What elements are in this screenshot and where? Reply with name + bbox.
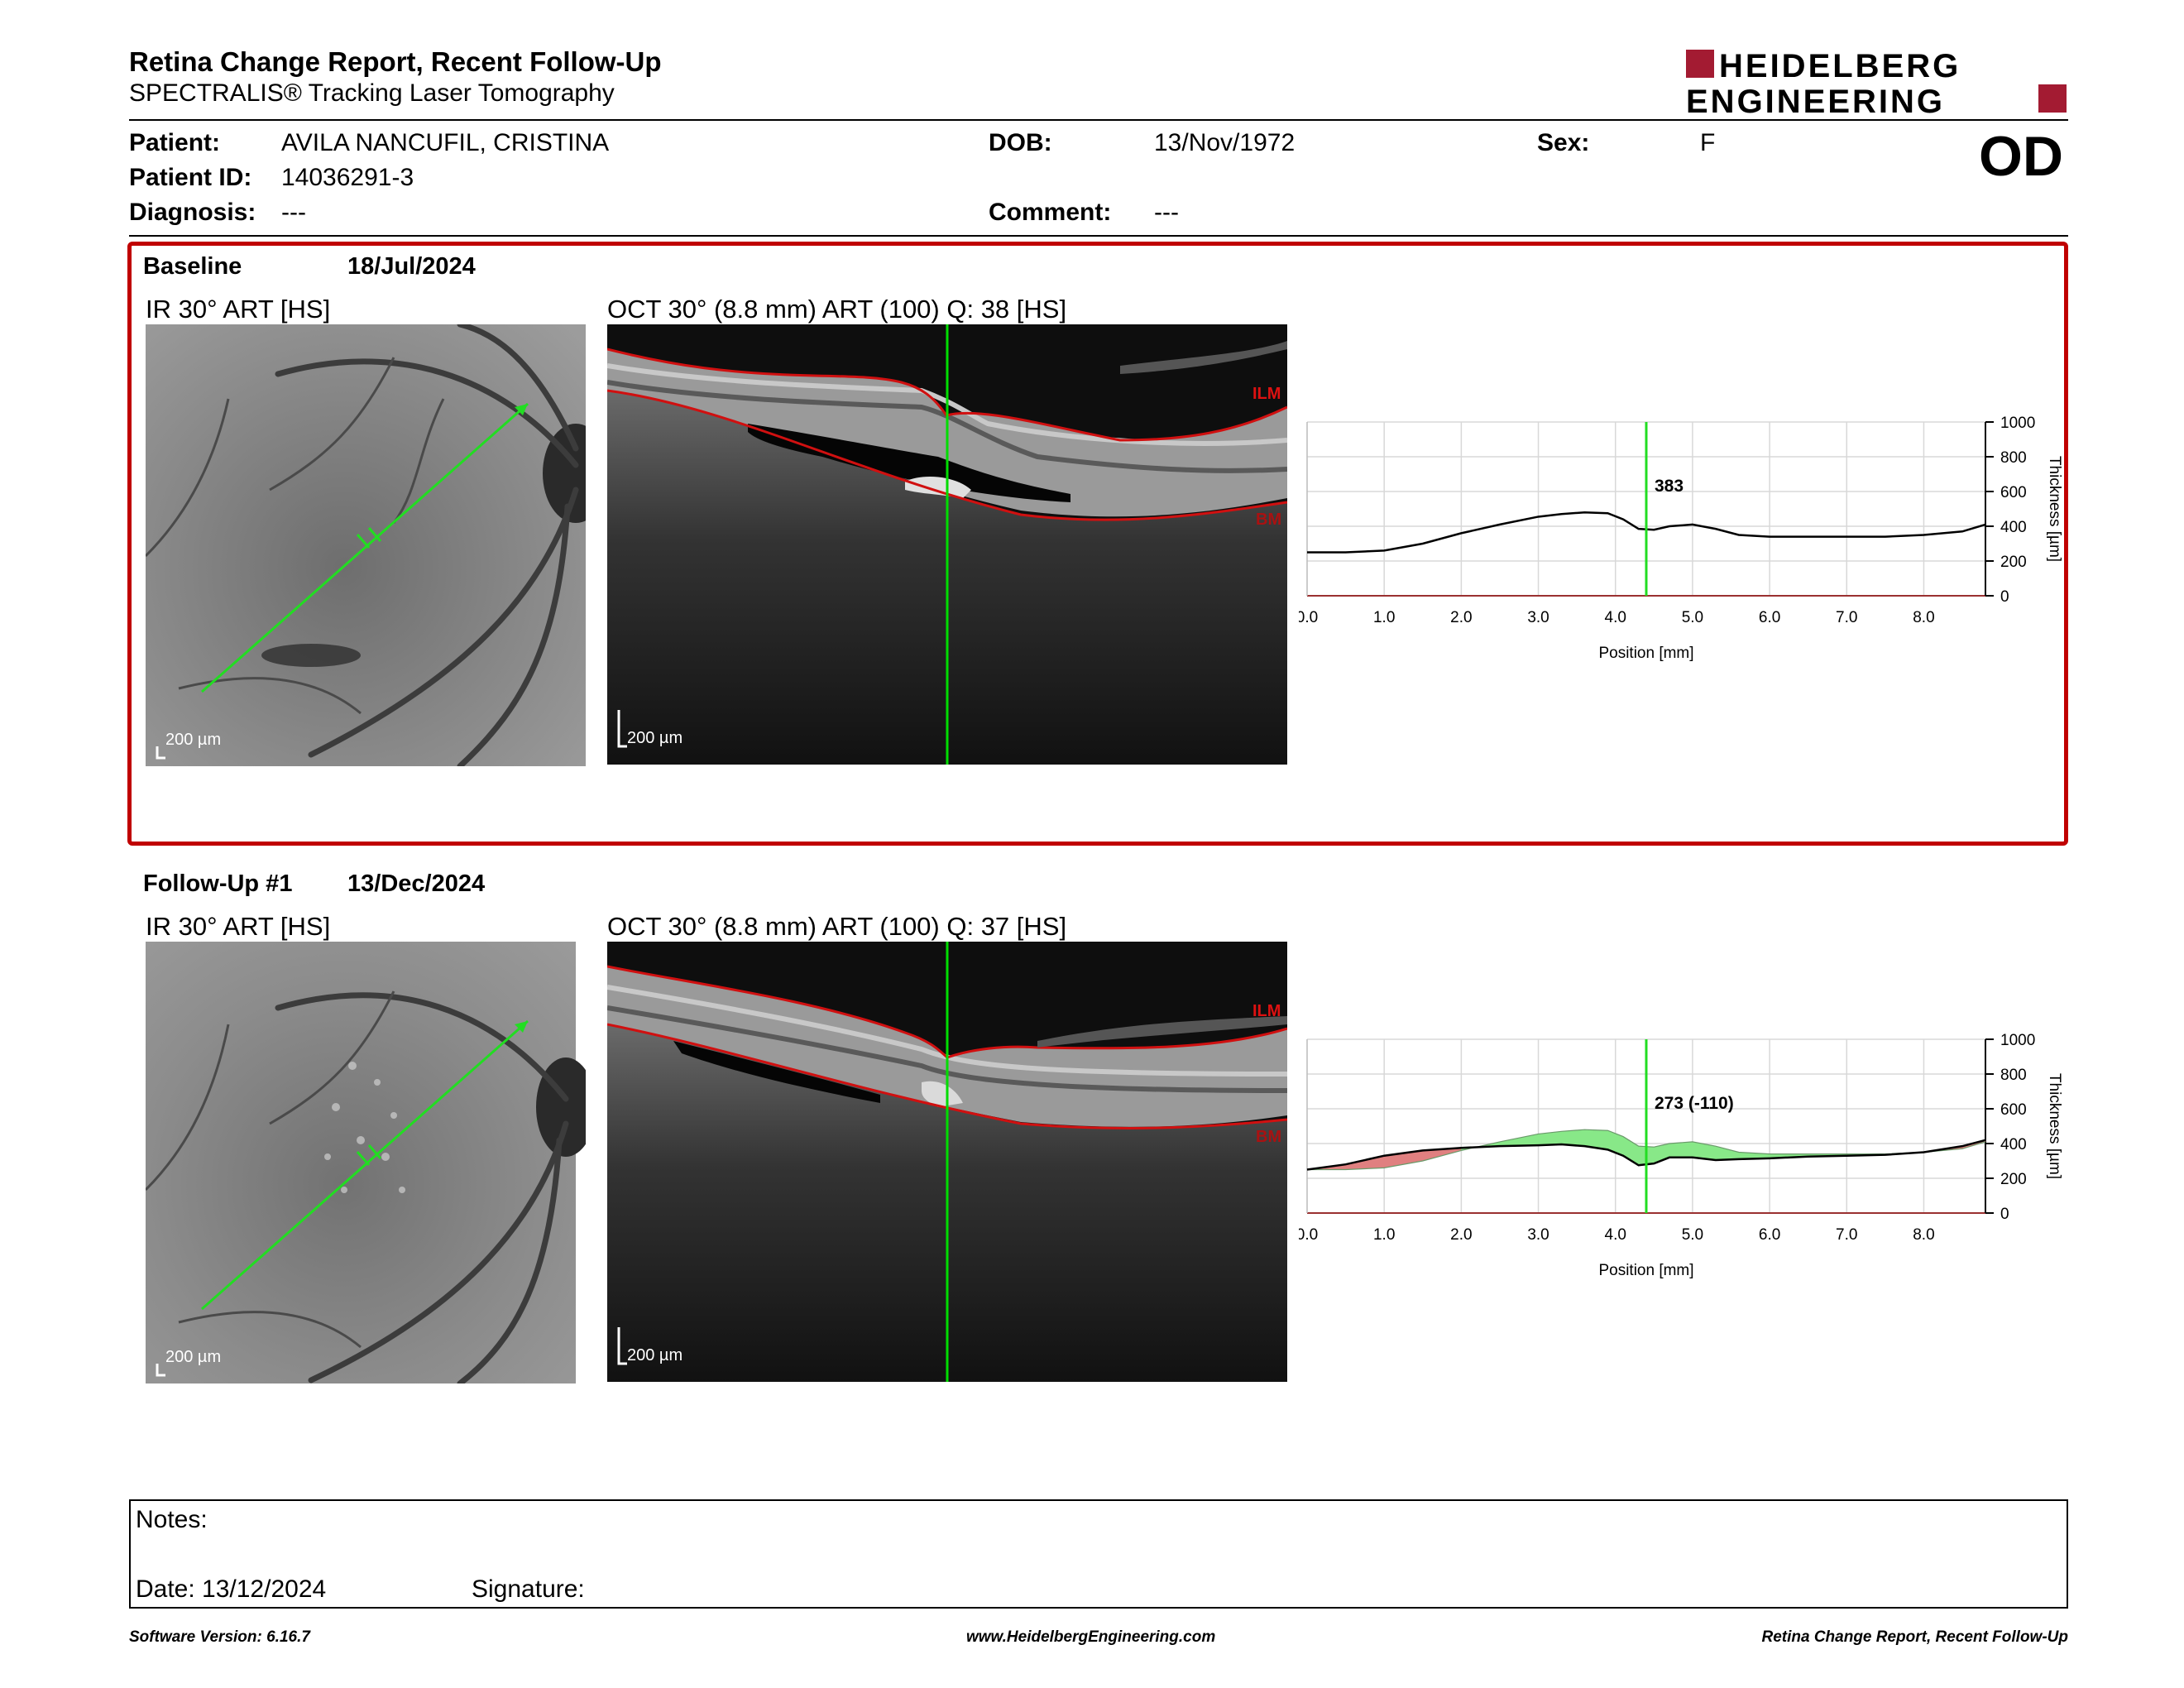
marker-value-label: 273 (-110)	[1655, 1094, 1734, 1113]
y-tick-label: 1000	[2000, 415, 2035, 432]
x-tick-label: 3.0	[1527, 609, 1549, 626]
logo-line2: ENGINEERING	[1686, 84, 1945, 116]
x-tick-label: 8.0	[1913, 609, 1934, 626]
date-field: Date: 13/12/2024	[136, 1575, 327, 1603]
x-axis-label: Position [mm]	[1598, 1262, 1693, 1279]
baseline-oct-label: OCT 30° (8.8 mm) ART (100) Q: 38 [HS]	[607, 295, 1067, 324]
y-tick-label: 200	[2000, 1171, 2027, 1188]
x-axis-label: Position [mm]	[1598, 645, 1693, 662]
comment-value: ---	[1154, 199, 1179, 226]
x-tick-label: 1.0	[1373, 1226, 1395, 1244]
patient-label: Patient:	[129, 129, 221, 156]
diagnosis-label: Diagnosis:	[129, 199, 256, 226]
x-tick-label: 4.0	[1605, 1226, 1626, 1244]
followup-ir-image[interactable]: 200 µm	[146, 942, 586, 1383]
x-tick-label: 7.0	[1836, 1226, 1857, 1244]
x-tick-label: 6.0	[1759, 1226, 1780, 1244]
x-tick-label: 0.0	[1299, 609, 1318, 626]
followup-oct-scale: 200 µm	[627, 1346, 682, 1364]
x-tick-label: 1.0	[1373, 609, 1395, 626]
eye-indicator: OD	[1979, 125, 2063, 188]
patient-name: AVILA NANCUFIL, CRISTINA	[281, 129, 610, 156]
y-tick-label: 600	[2000, 1101, 2027, 1119]
report-title: Retina Change Report, Recent Follow-Up	[129, 46, 662, 77]
y-tick-label: 400	[2000, 519, 2027, 536]
followup-bm-label: BM	[1256, 1128, 1281, 1146]
baseline-bm-label: BM	[1256, 511, 1281, 529]
signature-field: Signature:	[472, 1575, 585, 1603]
followup-oct-label: OCT 30° (8.8 mm) ART (100) Q: 37 [HS]	[607, 912, 1067, 941]
difference-fill	[1499, 1134, 1539, 1147]
baseline-ir-image[interactable]: 200 µm	[146, 324, 586, 766]
report-subtitle: SPECTRALIS® Tracking Laser Tomography	[129, 79, 615, 107]
y-tick-label: 0	[2000, 1206, 2009, 1223]
y-tick-label: 1000	[2000, 1032, 2035, 1049]
y-tick-label: 400	[2000, 1136, 2027, 1153]
dob-value: 13/Nov/1972	[1154, 129, 1296, 156]
sex-label: Sex:	[1537, 129, 1590, 156]
patient-id-label: Patient ID:	[129, 164, 252, 191]
baseline-oct-image[interactable]: ILM BM 200 µm	[607, 324, 1287, 765]
footer-report-name: Retina Change Report, Recent Follow-Up	[1761, 1628, 2068, 1646]
notes-label: Notes:	[136, 1506, 208, 1533]
x-tick-label: 6.0	[1759, 609, 1780, 626]
x-tick-label: 2.0	[1450, 609, 1472, 626]
sex-value: F	[1700, 129, 1716, 156]
followup-ilm-label: ILM	[1252, 1002, 1281, 1020]
marker-value-label: 383	[1655, 477, 1684, 496]
difference-fill	[1715, 1145, 1740, 1161]
y-tick-label: 0	[2000, 588, 2009, 606]
y-axis-label: Thickness [µm]	[2046, 456, 2063, 562]
x-tick-label: 3.0	[1527, 1226, 1549, 1244]
diagnosis-value: ---	[281, 199, 306, 226]
comment-label: Comment:	[989, 199, 1112, 226]
patient-id-value: 14036291-3	[281, 164, 414, 191]
x-tick-label: 0.0	[1299, 1226, 1318, 1244]
website-link[interactable]: www.HeidelbergEngineering.com	[966, 1628, 1216, 1646]
patient-divider	[129, 235, 2068, 237]
heidelberg-logo: HEIDELBERG ENGINEERING	[1686, 48, 2067, 116]
followup-ir-label: IR 30° ART [HS]	[146, 912, 331, 941]
baseline-ilm-label: ILM	[1252, 385, 1281, 403]
x-tick-label: 5.0	[1682, 609, 1703, 626]
x-tick-label: 8.0	[1913, 1226, 1934, 1244]
x-tick-label: 7.0	[1836, 609, 1857, 626]
x-tick-label: 5.0	[1682, 1226, 1703, 1244]
difference-fill	[1669, 1141, 1693, 1158]
baseline-date: 18/Jul/2024	[347, 253, 476, 280]
followup-date: 13/Dec/2024	[347, 870, 486, 897]
baseline-thickness-chart: 0 200 400 600 800 1000 0.0 1.0 2.0 3.0 4.0 5.0 6.0 7.…	[1299, 415, 2063, 662]
baseline-frame	[127, 242, 2068, 846]
baseline-oct-scale: 200 µm	[627, 729, 682, 747]
baseline-ir-label: IR 30° ART [HS]	[146, 295, 331, 324]
dob-label: DOB:	[989, 129, 1052, 156]
y-tick-label: 800	[2000, 1067, 2027, 1084]
followup-thickness-chart: 0 200 400 600 800 1000 0.0 1.0 2.0 3.0 4.0 5.0 6.0 7.…	[1299, 1032, 2063, 1279]
notes-box[interactable]	[129, 1499, 2068, 1609]
y-tick-label: 800	[2000, 449, 2027, 467]
baseline-label: Baseline	[143, 253, 242, 280]
followup-ir-scale: 200 µm	[165, 1348, 221, 1366]
followup-oct-image[interactable]: ILM BM 200 µm	[607, 942, 1287, 1382]
baseline-ir-scale: 200 µm	[165, 731, 221, 749]
followup-label: Follow-Up #1	[143, 870, 293, 897]
y-tick-label: 200	[2000, 554, 2027, 571]
y-axis-label: Thickness [µm]	[2046, 1073, 2063, 1179]
x-tick-label: 2.0	[1450, 1226, 1472, 1244]
x-tick-label: 4.0	[1605, 609, 1626, 626]
software-version: Software Version: 6.16.7	[129, 1628, 310, 1646]
y-tick-label: 600	[2000, 484, 2027, 501]
logo-line1: HEIDELBERG	[1719, 48, 1961, 84]
header-divider	[129, 119, 2068, 121]
